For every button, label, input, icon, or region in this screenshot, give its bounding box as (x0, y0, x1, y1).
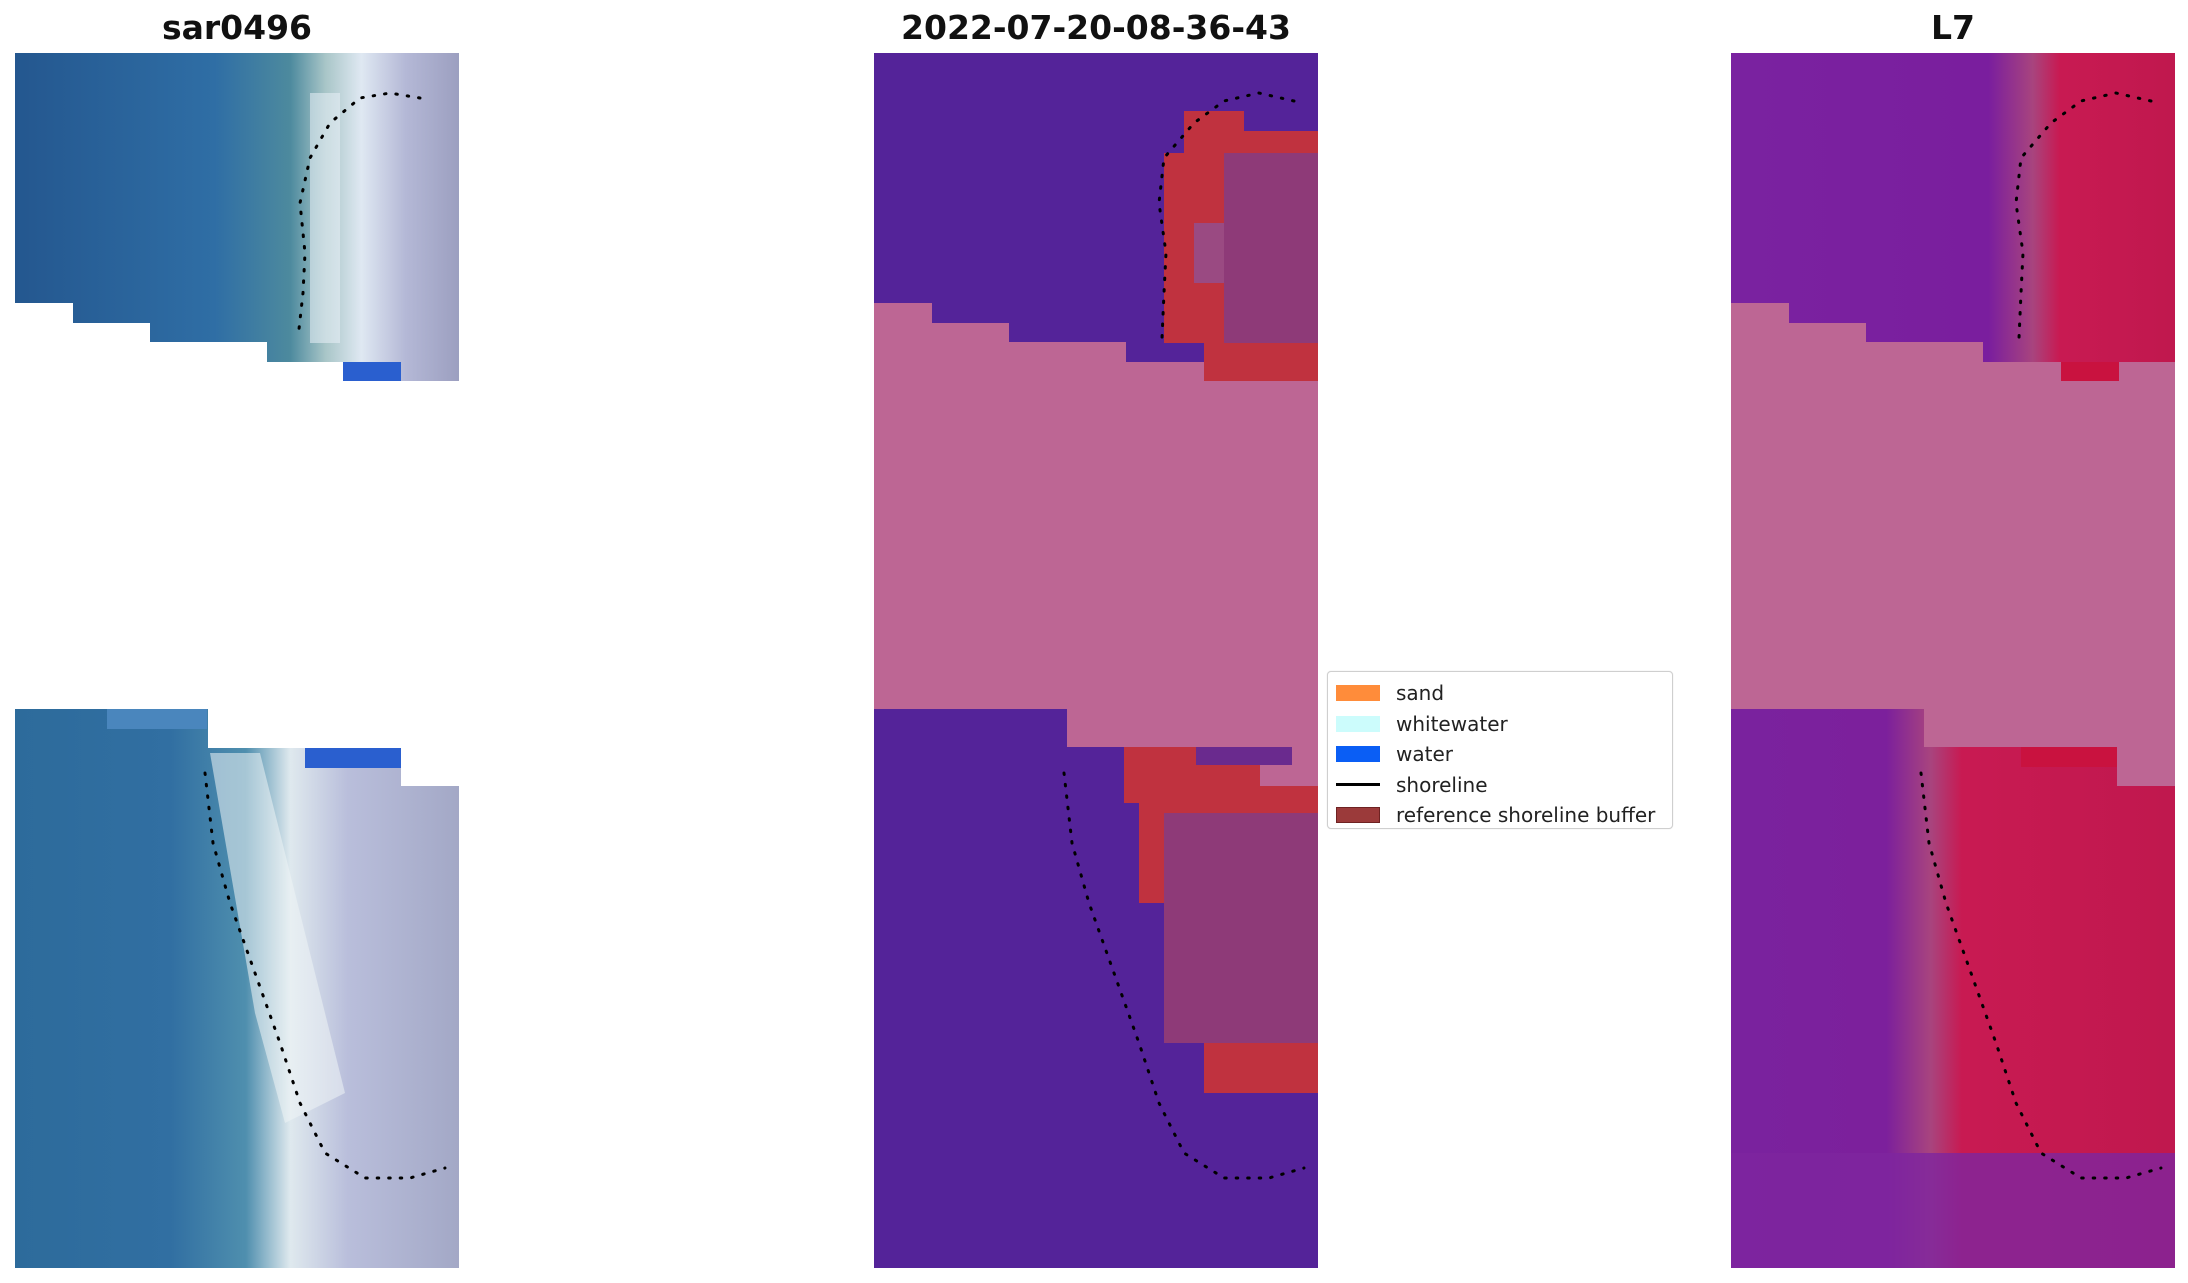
panel-title-index: L7 (1931, 8, 1975, 47)
classification-image (874, 53, 1318, 1268)
classification-panel (874, 53, 1318, 1268)
legend-item-whitewater: whitewater (1336, 709, 1664, 740)
rgb-bottom-region (15, 709, 459, 1268)
whitewater-swatch (1336, 715, 1380, 732)
index-nodata-band (1731, 303, 2175, 786)
index-bottom-region (1731, 709, 2175, 1268)
water-swatch (1336, 746, 1380, 763)
legend-label: shoreline (1396, 772, 1488, 797)
rgb-top-region (15, 53, 459, 381)
panel-title-rgb: sar0496 (161, 8, 313, 47)
legend-label: water (1396, 742, 1453, 767)
legend-label: sand (1396, 681, 1445, 706)
shoreline-swatch (1336, 783, 1380, 787)
legend-item-buffer: reference shoreline buffer (1336, 800, 1664, 831)
class-shoreline-top (1157, 91, 1296, 340)
panel-title-classification: 2022-07-20-08-36-43 (901, 8, 1291, 47)
legend-item-shoreline: shoreline (1336, 770, 1664, 801)
index-panel (1731, 53, 2175, 1268)
index-top-region (1731, 53, 2175, 381)
legend-label: reference shoreline buffer (1396, 803, 1656, 828)
rgb-image-panel (15, 53, 459, 1268)
index-shoreline-bottom (1919, 771, 2163, 1180)
class-shoreline-bottom (1062, 771, 1306, 1180)
legend-label: whitewater (1396, 711, 1508, 736)
nodata-band (874, 303, 1318, 786)
buffer-swatch (1336, 807, 1380, 824)
legend: sand whitewater water shoreline referenc… (1327, 671, 1673, 829)
rgb-image (15, 53, 459, 1268)
sand-swatch (1336, 685, 1380, 702)
rgb-shoreline-top (296, 91, 422, 340)
legend-item-water: water (1336, 739, 1664, 770)
legend-item-sand: sand (1336, 678, 1664, 709)
index-image (1731, 53, 2175, 1268)
index-shoreline-top (2014, 91, 2153, 340)
rgb-shoreline-bottom (203, 771, 447, 1180)
